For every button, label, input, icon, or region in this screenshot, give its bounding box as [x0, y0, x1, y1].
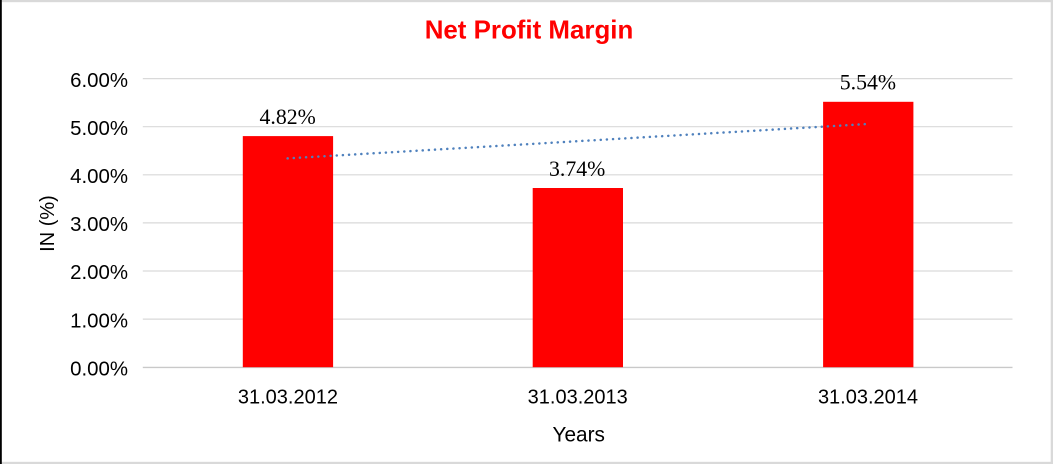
svg-text:IN (%): IN (%)	[37, 195, 59, 252]
svg-text:Net Profit Margin: Net Profit Margin	[425, 17, 634, 45]
svg-text:5.54%: 5.54%	[840, 70, 896, 94]
svg-text:1.00%: 1.00%	[70, 310, 128, 332]
svg-text:3.00%: 3.00%	[70, 214, 128, 236]
svg-text:6.00%: 6.00%	[70, 70, 128, 92]
svg-text:3.74%: 3.74%	[549, 157, 605, 181]
svg-text:2.00%: 2.00%	[70, 262, 128, 284]
svg-text:31.03.2013: 31.03.2013	[528, 387, 628, 409]
svg-text:31.03.2014: 31.03.2014	[818, 387, 918, 409]
svg-text:Years: Years	[552, 424, 604, 447]
svg-text:4.82%: 4.82%	[260, 105, 316, 129]
svg-text:31.03.2012: 31.03.2012	[238, 387, 338, 409]
svg-text:0.00%: 0.00%	[70, 358, 128, 380]
svg-text:5.00%: 5.00%	[70, 118, 128, 140]
svg-text:4.00%: 4.00%	[70, 166, 128, 188]
